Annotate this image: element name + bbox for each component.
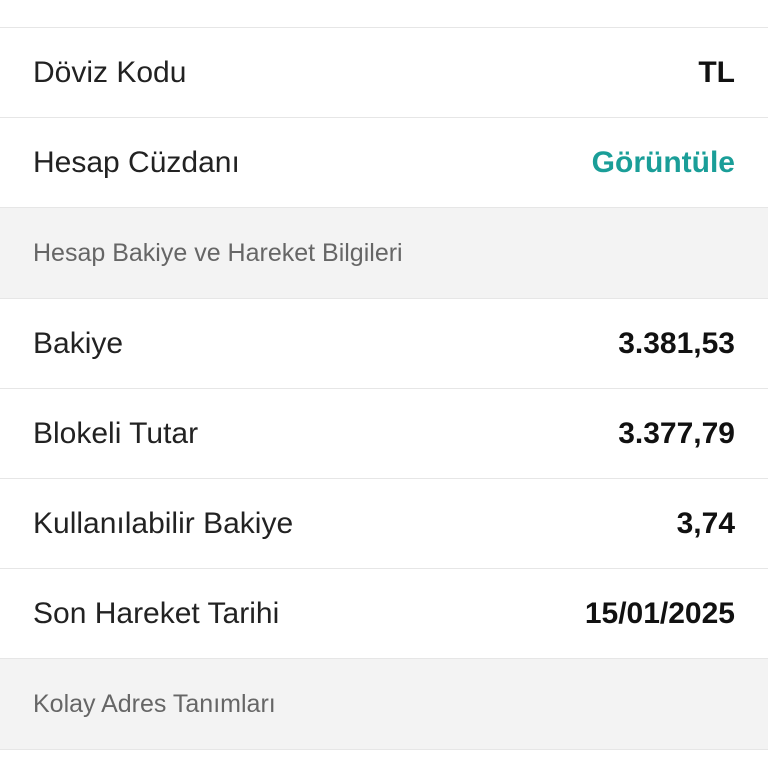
- row-label: Blokeli Tutar: [33, 416, 199, 450]
- row-partial: [0, 0, 768, 28]
- row-value: 3,74: [676, 506, 735, 540]
- account-details-list: Döviz Kodu TL Hesap Cüzdanı Görüntüle He…: [0, 0, 768, 750]
- row-blocked-amount: Blokeli Tutar 3.377,79: [0, 389, 768, 479]
- row-balance: Bakiye 3.381,53: [0, 299, 768, 389]
- section-title: Hesap Bakiye ve Hareket Bilgileri: [33, 238, 403, 267]
- row-label: Döviz Kodu: [33, 55, 187, 89]
- row-label: Hesap Cüzdanı: [33, 145, 240, 179]
- section-title: Kolay Adres Tanımları: [33, 689, 276, 718]
- view-wallet-link[interactable]: Görüntüle: [591, 145, 735, 179]
- row-label: Son Hareket Tarihi: [33, 596, 280, 630]
- row-available-balance: Kullanılabilir Bakiye 3,74: [0, 479, 768, 569]
- section-header-balance: Hesap Bakiye ve Hareket Bilgileri: [0, 208, 768, 299]
- row-account-wallet: Hesap Cüzdanı Görüntüle: [0, 118, 768, 208]
- row-value: 15/01/2025: [584, 596, 735, 630]
- section-header-easy-address: Kolay Adres Tanımları: [0, 659, 768, 750]
- row-currency-code: Döviz Kodu TL: [0, 28, 768, 118]
- row-value: 3.377,79: [618, 416, 735, 450]
- row-label: Bakiye: [33, 326, 124, 360]
- row-value: 3.381,53: [618, 326, 735, 360]
- row-label: Kullanılabilir Bakiye: [33, 506, 294, 540]
- row-value: TL: [698, 55, 735, 89]
- row-last-transaction-date: Son Hareket Tarihi 15/01/2025: [0, 569, 768, 659]
